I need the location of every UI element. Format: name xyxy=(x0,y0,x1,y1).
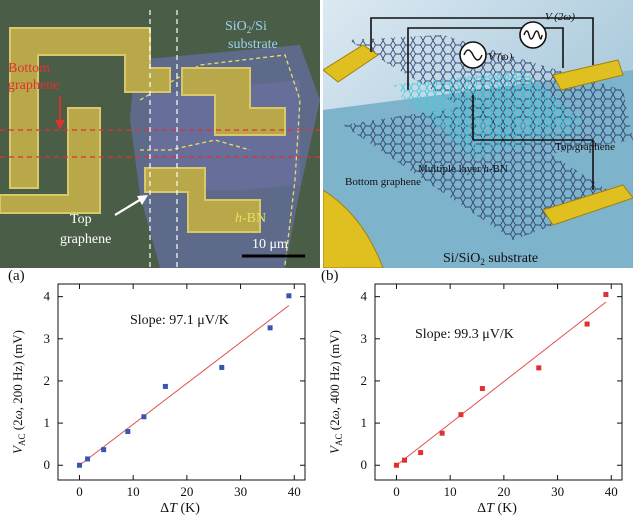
y-axis-label: VAC (2ω, 200 Hz) (mV) xyxy=(10,330,27,454)
x-tick-label: 40 xyxy=(605,484,618,499)
data-point xyxy=(85,456,91,462)
y-tick-label: 3 xyxy=(44,331,51,346)
plot-area: 0 10 20 30 40 0 1 2 3 4 xyxy=(44,283,306,499)
sine-icon xyxy=(463,49,483,61)
hbn-label: Multiple layer h-BN xyxy=(418,163,508,175)
electrode-upper-left xyxy=(323,44,379,83)
top-electrode-upper xyxy=(181,67,286,136)
data-point xyxy=(125,429,131,435)
chart-b: (b) 0 10 20 30 40 0 1 2 3 4 Slope: 99.3 μV/K ΔT (… xyxy=(321,268,623,515)
hbn-outline-inner xyxy=(140,139,251,151)
scale-bar-label: 10 μm xyxy=(252,237,288,252)
y-tick-label: 2 xyxy=(361,373,368,388)
x-tick-label: 0 xyxy=(76,484,83,499)
device-schematic: V (ω) V (2ω) Top graphene Multiple layer… xyxy=(323,0,633,268)
hbn-label: h-BN xyxy=(235,211,266,226)
y-tick-label: 4 xyxy=(44,289,51,304)
source-v-2omega xyxy=(519,21,547,49)
data-point xyxy=(162,383,168,389)
plot-frame xyxy=(57,283,306,481)
top-graphene-arrow xyxy=(114,197,144,216)
data-point xyxy=(479,386,485,392)
data-point xyxy=(536,365,542,371)
double-sine-icon xyxy=(523,30,543,40)
electrode-upper-right xyxy=(552,59,624,91)
wire-inner xyxy=(407,27,564,90)
device-micrograph: SiO2/Si substrate Bottom graphene Top gr… xyxy=(0,0,320,268)
bottom-electrode xyxy=(9,27,171,189)
x-tick-label: 20 xyxy=(180,484,193,499)
x-axis-label: ΔT (K) xyxy=(160,501,200,515)
top-graphene-label-line2: graphene xyxy=(60,232,111,247)
data-point xyxy=(458,412,464,418)
bottom-electrode-lower xyxy=(0,107,101,214)
bottom-graphene-arrowhead xyxy=(55,120,65,130)
data-point xyxy=(267,325,273,331)
bottom-graphene-label: Bottom graphene xyxy=(345,176,421,188)
x-tick-label: 10 xyxy=(127,484,140,499)
v-omega-label: V (ω) xyxy=(488,51,513,63)
electrode-lower-right xyxy=(542,184,633,226)
plot-area: 0 10 20 30 40 0 1 2 3 4 xyxy=(361,283,623,499)
y-tick-label: 0 xyxy=(361,457,368,472)
slope-annotation: Slope: 99.3 μV/K xyxy=(415,327,514,342)
plot-frame xyxy=(374,283,623,481)
data-point xyxy=(141,414,147,420)
y-tick-label: 3 xyxy=(361,331,368,346)
data-point xyxy=(393,462,399,468)
data-point xyxy=(219,364,225,370)
data-point xyxy=(418,450,424,456)
v-2omega-label: V (2ω) xyxy=(545,11,575,23)
top-graphene-label: Top graphene xyxy=(555,141,615,153)
substrate-label-line1: SiO2/Si xyxy=(225,19,267,35)
top-graphene-label-line1: Top xyxy=(70,212,92,227)
y-tick-label: 4 xyxy=(361,289,368,304)
slope-annotation: Slope: 97.1 μV/K xyxy=(130,313,229,328)
chart-a: (a) 0 10 20 30 40 0 1 2 3 4 Slope: 97.1 μV/K ΔT (… xyxy=(8,268,306,515)
y-tick-label: 1 xyxy=(44,415,51,430)
fit-line xyxy=(79,305,290,466)
x-tick-label: 30 xyxy=(551,484,564,499)
top-graphene-arrowhead xyxy=(137,195,148,205)
x-tick-label: 10 xyxy=(444,484,457,499)
x-tick-label: 0 xyxy=(393,484,400,499)
panel-label: (a) xyxy=(8,268,25,284)
substrate-label-line2: substrate xyxy=(228,37,278,52)
data-point xyxy=(402,457,408,463)
x-tick-label: 30 xyxy=(234,484,247,499)
y-tick-label: 0 xyxy=(44,457,51,472)
data-point xyxy=(101,447,107,453)
y-axis-label: VAC (2ω, 400 Hz) (mV) xyxy=(327,330,344,454)
x-axis-label: ΔT (K) xyxy=(477,501,517,515)
substrate-label: Si/SiO2 substrate xyxy=(443,251,538,267)
bottom-graphene-sheet xyxy=(343,105,623,240)
bottom-graphene-label-line1: Bottom xyxy=(8,61,50,76)
panel-label: (b) xyxy=(321,268,339,284)
fit-line xyxy=(396,301,607,466)
data-point xyxy=(286,293,292,299)
y-tick-label: 2 xyxy=(44,373,51,388)
data-point xyxy=(439,430,445,436)
bottom-graphene-label-line2: graphene xyxy=(8,78,59,93)
y-tick-label: 1 xyxy=(361,415,368,430)
electrode-lower-left xyxy=(323,189,384,268)
data-point xyxy=(603,292,609,298)
x-tick-label: 40 xyxy=(288,484,301,499)
data-point xyxy=(584,321,590,327)
wire-outer xyxy=(370,17,594,65)
top-electrode xyxy=(144,167,261,233)
x-tick-label: 20 xyxy=(497,484,510,499)
data-point xyxy=(76,462,82,468)
